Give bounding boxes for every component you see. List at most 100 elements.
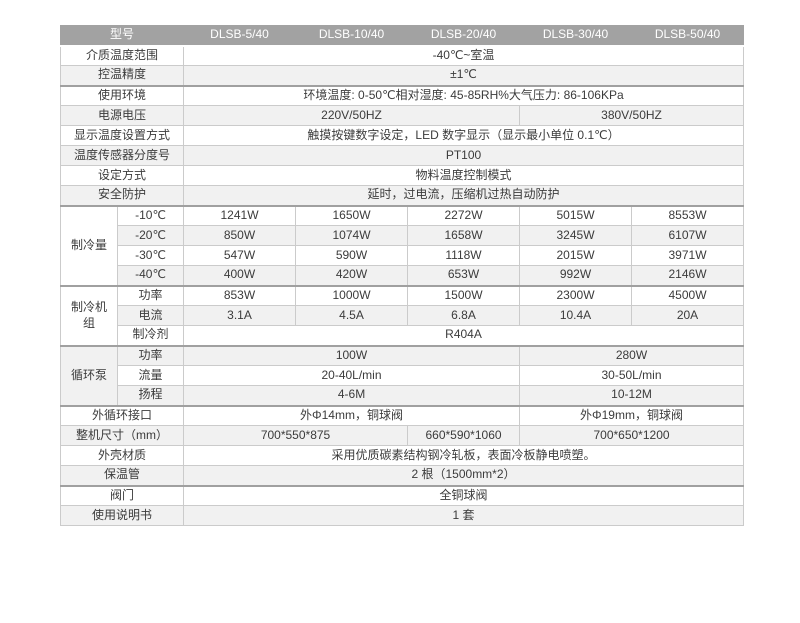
model-header-label: 型号	[59, 25, 185, 47]
row-label: 外循环接口	[59, 405, 185, 426]
value-cell: 2146W	[631, 265, 745, 287]
sub-row-label: -40℃	[116, 265, 185, 287]
value-cell: 物料温度控制模式	[183, 165, 745, 186]
value-cell: 2015W	[519, 245, 633, 266]
value-cell: 590W	[295, 245, 409, 266]
row-label: 使用环境	[59, 85, 185, 106]
value-cell: 30-50L/min	[519, 365, 745, 386]
value-cell: 220V/50HZ	[183, 105, 521, 126]
table-row: 整机尺寸（mm） 700*550*875 660*590*1060 700*650*1…	[59, 425, 745, 446]
sub-row-label: 制冷剂	[116, 325, 185, 347]
sub-row-label: 功率	[116, 285, 185, 306]
value-cell: 1241W	[183, 205, 297, 226]
model-column-header: DLSB-30/40	[519, 25, 633, 47]
sub-row-label: 功率	[116, 345, 185, 366]
value-cell: 8553W	[631, 205, 745, 226]
row-label: 安全防护	[59, 185, 185, 207]
value-cell: 4-6M	[183, 385, 521, 407]
sub-row-label: -10℃	[116, 205, 185, 226]
table-row: 安全防护 延时，过电流，压缩机过热自动防护	[59, 185, 745, 207]
row-label: 控温精度	[59, 65, 185, 87]
value-cell: 6107W	[631, 225, 745, 246]
value-cell: 外Φ14mm，铜球阀	[183, 405, 521, 426]
table-row: 控温精度 ±1℃	[59, 65, 745, 87]
value-cell: 2 根（1500mm*2）	[183, 465, 745, 487]
row-label: 阀门	[59, 485, 185, 506]
value-cell: 700*550*875	[183, 425, 409, 446]
value-cell: 触摸按键数字设定，LED 数字显示（显示最小单位 0.1℃）	[183, 125, 745, 146]
value-cell: 660*590*1060	[407, 425, 521, 446]
table-row: 电流 3.1A 4.5A 6.8A 10.4A 20A	[61, 305, 745, 326]
value-cell: PT100	[183, 145, 745, 166]
value-cell: 1074W	[295, 225, 409, 246]
value-cell: 400W	[183, 265, 297, 287]
value-cell: 环境温度: 0-50℃相对湿度: 45-85RH%大气压力: 86-106KPa	[183, 85, 745, 106]
header-row: 型号 DLSB-5/40 DLSB-10/40 DLSB-20/40 DLSB-30/…	[59, 25, 745, 47]
value-cell: 外Φ19mm，铜球阀	[519, 405, 745, 426]
table-header: 型号 DLSB-5/40 DLSB-10/40 DLSB-20/40 DLSB-30/…	[59, 25, 745, 47]
value-cell: ±1℃	[183, 65, 745, 87]
group-label: 制冷机组	[60, 285, 118, 347]
table-row: 使用环境 环境温度: 0-50℃相对湿度: 45-85RH%大气压力: 86-10…	[59, 85, 745, 106]
table-row: 保温管 2 根（1500mm*2）	[59, 465, 745, 487]
value-cell: 4500W	[631, 285, 745, 306]
value-cell: 1 套	[183, 505, 745, 526]
table-row: -20℃ 850W 1074W 1658W 3245W 6107W	[61, 225, 745, 246]
value-cell: 1650W	[295, 205, 409, 226]
row-label: 介质温度范围	[59, 45, 185, 66]
table-row: 制冷剂 R404A	[61, 325, 745, 347]
sub-row-label: 扬程	[116, 385, 185, 407]
sub-row-label: -20℃	[116, 225, 185, 246]
sub-row-label: 流量	[116, 365, 185, 386]
sub-row-label: 电流	[116, 305, 185, 326]
table-row: 设定方式 物料温度控制模式	[59, 165, 745, 186]
value-cell: 547W	[183, 245, 297, 266]
value-cell: 1118W	[407, 245, 521, 266]
model-column-header: DLSB-50/40	[631, 25, 745, 47]
row-label: 温度传感器分度号	[59, 145, 185, 166]
table-body: 介质温度范围 -40℃~室温 控温精度 ±1℃ 使用环境 环境温度: 0-50℃相对湿度:…	[59, 45, 745, 526]
value-cell: 1000W	[295, 285, 409, 306]
model-column-header: DLSB-10/40	[295, 25, 409, 47]
value-cell: 20A	[631, 305, 745, 326]
table-row: 扬程 4-6M 10-12M	[61, 385, 745, 407]
row-label: 设定方式	[59, 165, 185, 186]
table-row: 电源电压 220V/50HZ 380V/50HZ	[59, 105, 745, 126]
value-cell: 2272W	[407, 205, 521, 226]
table-row: 介质温度范围 -40℃~室温	[59, 45, 745, 66]
row-label: 电源电压	[59, 105, 185, 126]
product-spec-table: 型号 DLSB-5/40 DLSB-10/40 DLSB-20/40 DLSB-30/…	[59, 25, 745, 526]
value-cell: 380V/50HZ	[519, 105, 745, 126]
value-cell: 1658W	[407, 225, 521, 246]
value-cell: 4.5A	[295, 305, 409, 326]
table-row: 阀门 全铜球阀	[59, 485, 745, 506]
value-cell: 850W	[183, 225, 297, 246]
row-label: 整机尺寸（mm）	[59, 425, 185, 446]
value-cell: 3.1A	[183, 305, 297, 326]
sub-row-label: -30℃	[116, 245, 185, 266]
value-cell: 420W	[295, 265, 409, 287]
value-cell: 6.8A	[407, 305, 521, 326]
model-column-header: DLSB-5/40	[183, 25, 297, 47]
row-label: 显示温度设置方式	[59, 125, 185, 146]
table-row: 温度传感器分度号 PT100	[59, 145, 745, 166]
row-label: 使用说明书	[59, 505, 185, 526]
value-cell: 20-40L/min	[183, 365, 521, 386]
table-row: 显示温度设置方式 触摸按键数字设定，LED 数字显示（显示最小单位 0.1℃）	[59, 125, 745, 146]
value-cell: 853W	[183, 285, 297, 306]
value-cell: 延时，过电流，压缩机过热自动防护	[183, 185, 745, 207]
group-label: 制冷量	[60, 205, 118, 287]
value-cell: 全铜球阀	[183, 485, 745, 506]
value-cell: 1500W	[407, 285, 521, 306]
table-row: -40℃ 400W 420W 653W 992W 2146W	[61, 265, 745, 287]
value-cell: 5015W	[519, 205, 633, 226]
value-cell: 653W	[407, 265, 521, 287]
value-cell: R404A	[183, 325, 745, 347]
value-cell: 2300W	[519, 285, 633, 306]
value-cell: 10-12M	[519, 385, 745, 407]
table-row: 使用说明书 1 套	[59, 505, 745, 526]
row-label: 外壳材质	[59, 445, 185, 466]
table-row: 制冷机组 功率 853W 1000W 1500W 2300W 4500W	[60, 285, 745, 347]
model-column-header: DLSB-20/40	[407, 25, 521, 47]
